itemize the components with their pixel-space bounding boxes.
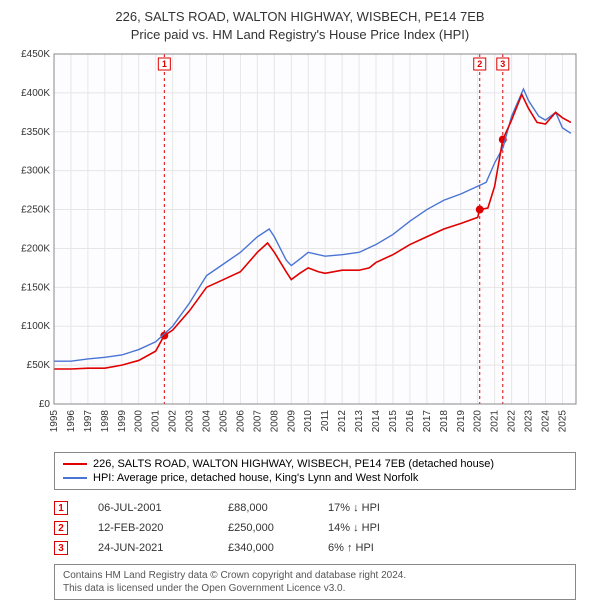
event-hpi: 17% ↓ HPI xyxy=(328,502,408,514)
svg-text:2005: 2005 xyxy=(218,410,229,433)
event-price: £88,000 xyxy=(228,502,298,514)
svg-text:£0: £0 xyxy=(39,399,51,410)
svg-text:2018: 2018 xyxy=(439,410,450,433)
chart-container: 226, SALTS ROAD, WALTON HIGHWAY, WISBECH… xyxy=(0,0,600,608)
legend-label: HPI: Average price, detached house, King… xyxy=(93,472,418,484)
svg-text:2024: 2024 xyxy=(540,410,551,433)
event-row: 1 06-JUL-2001 £88,000 17% ↓ HPI xyxy=(54,498,576,518)
event-date: 24-JUN-2021 xyxy=(98,542,198,554)
footer-line1: Contains HM Land Registry data © Crown c… xyxy=(63,569,567,582)
title-line2: Price paid vs. HM Land Registry's House … xyxy=(4,26,596,44)
svg-text:1: 1 xyxy=(162,59,167,69)
footer-line2: This data is licensed under the Open Gov… xyxy=(63,582,567,595)
chart-area: £0 £50K £100K £150K £200K £250K £300K £350K £400… xyxy=(4,48,596,448)
svg-text:2004: 2004 xyxy=(202,410,213,433)
svg-text:£50K: £50K xyxy=(27,360,51,371)
svg-text:3: 3 xyxy=(500,59,505,69)
svg-text:2023: 2023 xyxy=(524,410,535,433)
svg-text:1998: 1998 xyxy=(100,410,111,433)
svg-text:£450K: £450K xyxy=(21,49,50,60)
svg-text:£200K: £200K xyxy=(21,244,50,255)
svg-text:1996: 1996 xyxy=(66,410,77,433)
svg-text:2014: 2014 xyxy=(371,410,382,433)
event-date: 06-JUL-2001 xyxy=(98,502,198,514)
svg-text:£400K: £400K xyxy=(21,88,50,99)
legend-item: HPI: Average price, detached house, King… xyxy=(63,471,567,485)
svg-text:2: 2 xyxy=(477,59,482,69)
chart-svg: £0 £50K £100K £150K £200K £250K £300K £350K £400… xyxy=(4,48,596,448)
svg-text:£100K: £100K xyxy=(21,322,50,333)
legend-swatch xyxy=(63,477,87,479)
event-price: £340,000 xyxy=(228,542,298,554)
event-date: 12-FEB-2020 xyxy=(98,522,198,534)
event-price: £250,000 xyxy=(228,522,298,534)
svg-text:1999: 1999 xyxy=(117,410,128,433)
title-line1: 226, SALTS ROAD, WALTON HIGHWAY, WISBECH… xyxy=(4,8,596,26)
event-row: 2 12-FEB-2020 £250,000 14% ↓ HPI xyxy=(54,518,576,538)
svg-text:2000: 2000 xyxy=(134,410,145,433)
svg-text:2025: 2025 xyxy=(557,410,568,433)
svg-text:£350K: £350K xyxy=(21,127,50,138)
svg-text:2010: 2010 xyxy=(303,410,314,433)
svg-text:£300K: £300K xyxy=(21,166,50,177)
svg-text:2016: 2016 xyxy=(405,410,416,433)
svg-text:2013: 2013 xyxy=(354,410,365,433)
event-marker: 3 xyxy=(54,541,68,555)
footer-box: Contains HM Land Registry data © Crown c… xyxy=(54,564,576,600)
title-block: 226, SALTS ROAD, WALTON HIGHWAY, WISBECH… xyxy=(4,8,596,44)
svg-text:2012: 2012 xyxy=(337,410,348,433)
svg-text:2020: 2020 xyxy=(473,410,484,433)
svg-text:2008: 2008 xyxy=(269,410,280,433)
svg-text:2011: 2011 xyxy=(320,410,331,432)
svg-text:2003: 2003 xyxy=(185,410,196,433)
svg-text:2009: 2009 xyxy=(286,410,297,433)
svg-text:2021: 2021 xyxy=(490,410,501,433)
legend-box: 226, SALTS ROAD, WALTON HIGHWAY, WISBECH… xyxy=(54,452,576,490)
event-marker: 1 xyxy=(54,501,68,515)
svg-text:2019: 2019 xyxy=(456,410,467,433)
svg-text:2022: 2022 xyxy=(507,410,518,433)
svg-text:2017: 2017 xyxy=(422,410,433,433)
event-marker: 2 xyxy=(54,521,68,535)
svg-text:1997: 1997 xyxy=(83,410,94,433)
svg-text:2001: 2001 xyxy=(151,410,162,433)
svg-text:2002: 2002 xyxy=(168,410,179,433)
svg-text:£150K: £150K xyxy=(21,283,50,294)
svg-text:2015: 2015 xyxy=(388,410,399,433)
legend-item: 226, SALTS ROAD, WALTON HIGHWAY, WISBECH… xyxy=(63,457,567,471)
svg-text:£250K: £250K xyxy=(21,205,50,216)
svg-text:2006: 2006 xyxy=(235,410,246,433)
events-table: 1 06-JUL-2001 £88,000 17% ↓ HPI 2 12-FEB-2020… xyxy=(54,498,576,558)
svg-text:1995: 1995 xyxy=(49,410,60,433)
legend-label: 226, SALTS ROAD, WALTON HIGHWAY, WISBECH… xyxy=(93,458,494,470)
svg-text:2007: 2007 xyxy=(252,410,263,433)
event-hpi: 14% ↓ HPI xyxy=(328,522,408,534)
event-hpi: 6% ↑ HPI xyxy=(328,542,408,554)
legend-swatch xyxy=(63,463,87,465)
event-row: 3 24-JUN-2021 £340,000 6% ↑ HPI xyxy=(54,538,576,558)
